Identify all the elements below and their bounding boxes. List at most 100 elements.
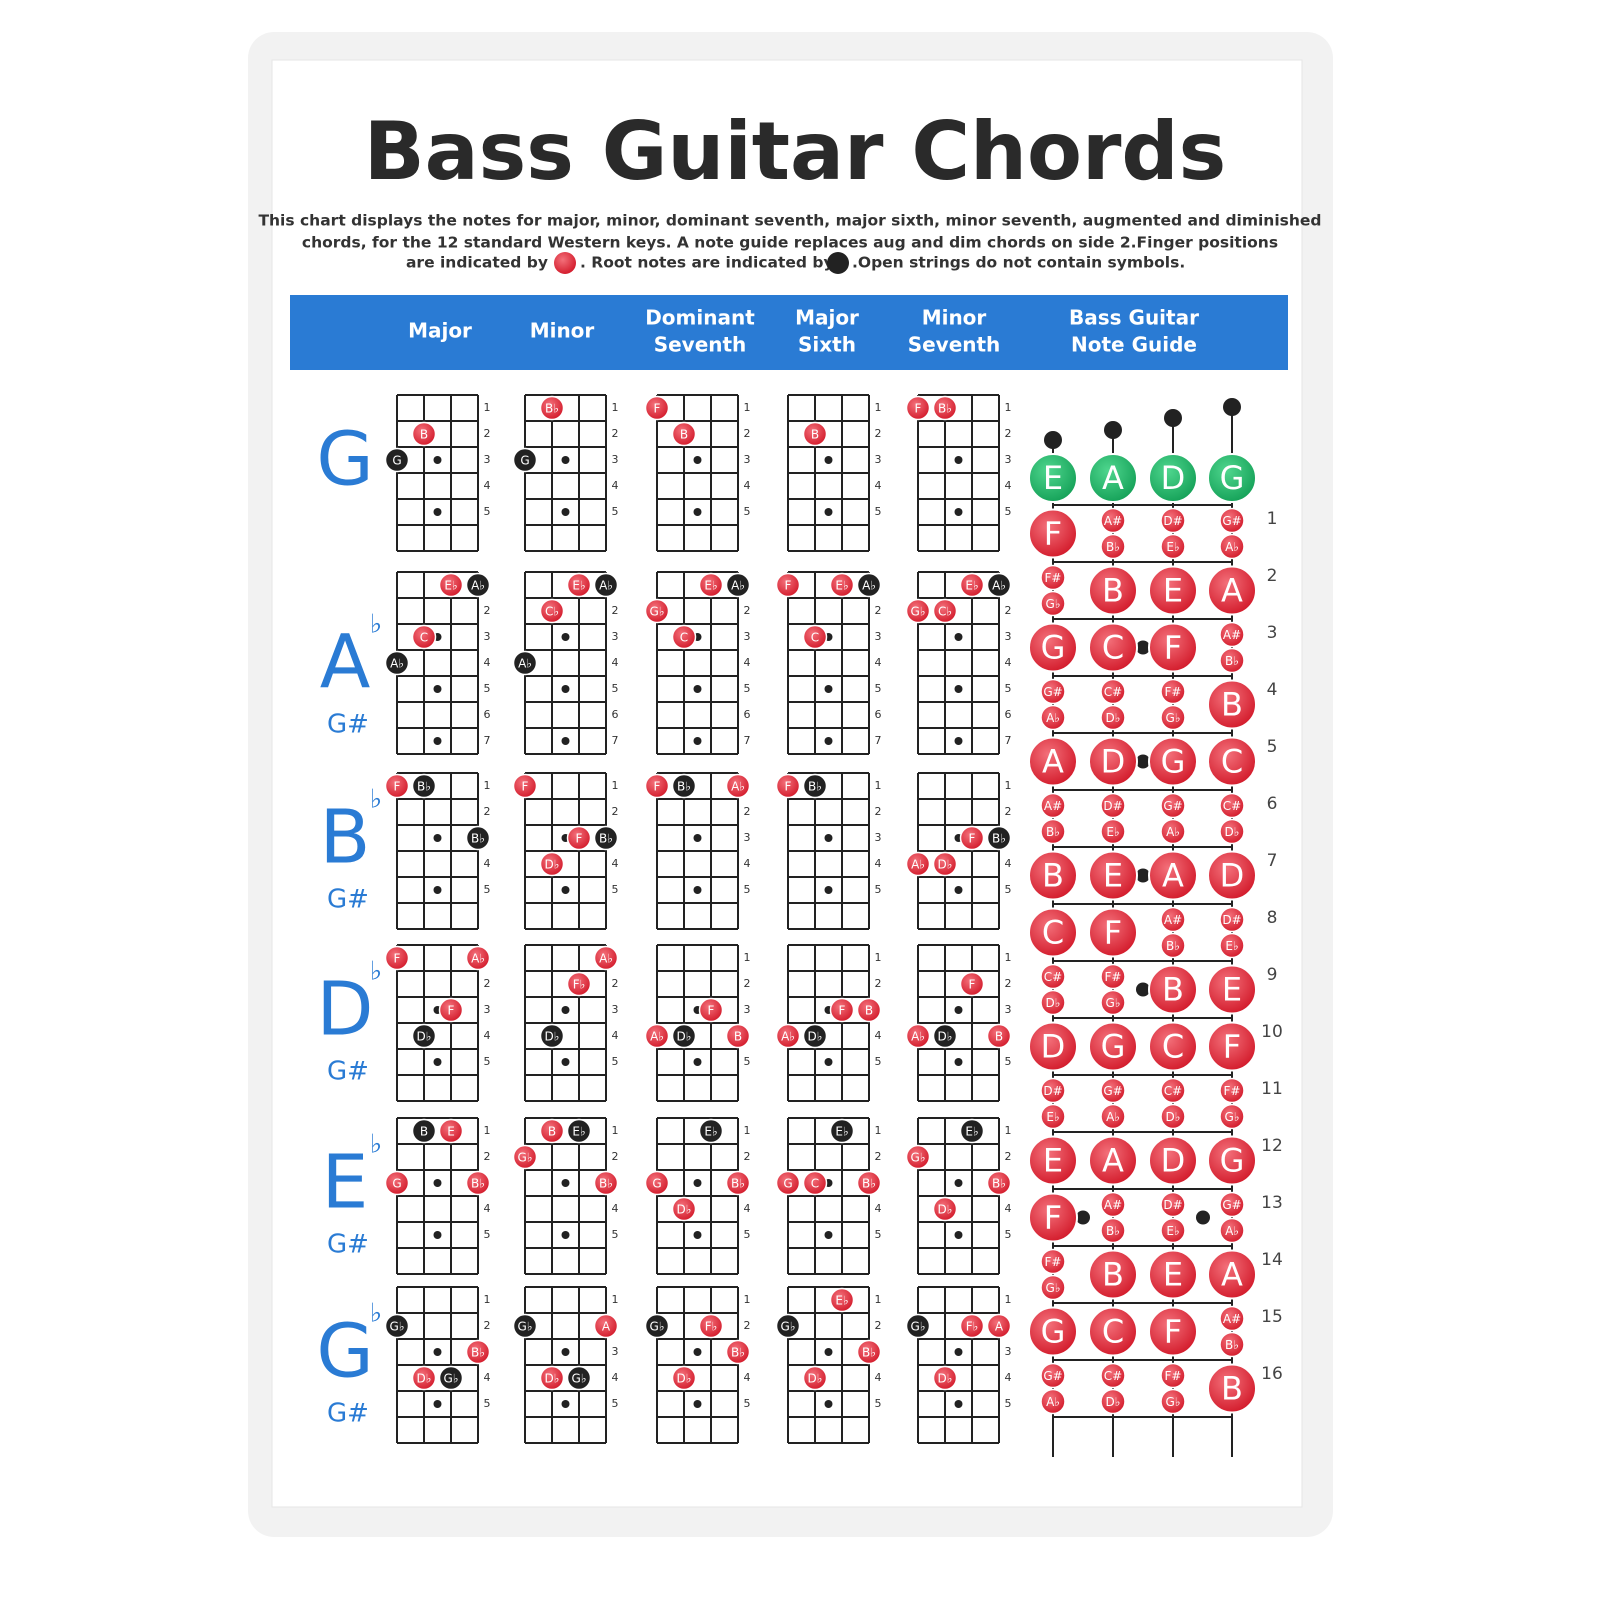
note-label: D <box>1041 1028 1066 1066</box>
fret-number: 2 <box>612 427 619 440</box>
chord-diagram: 12345G♭B♭D♭G♭ <box>384 1286 491 1444</box>
note-label: F <box>654 402 661 416</box>
note-label: G# <box>1222 1198 1241 1212</box>
finger-note <box>671 421 697 447</box>
note-small <box>1040 1248 1066 1275</box>
note-small <box>1040 704 1066 731</box>
fret-number: 5 <box>875 883 882 896</box>
root-note <box>512 447 538 473</box>
note-label: A♭ <box>1106 1110 1120 1124</box>
chord-diagram: 12345E♭G♭B♭D♭ <box>775 1286 882 1444</box>
fret-number: 4 <box>612 479 619 492</box>
note-big <box>1088 565 1138 616</box>
fret-number: 13 <box>1261 1193 1283 1213</box>
note-label: D♭ <box>808 1372 823 1386</box>
note-big <box>1207 1135 1257 1186</box>
fret-number: 4 <box>875 1371 882 1384</box>
position-marker <box>1076 1210 1090 1225</box>
note-label: F <box>785 579 792 593</box>
root-note <box>959 1118 985 1144</box>
note-label: D♭ <box>545 1372 560 1386</box>
note-label: A# <box>1223 1312 1241 1326</box>
note-label: G♭ <box>572 1372 587 1386</box>
note-label: G♭ <box>1225 1110 1240 1124</box>
chord-diagram: 12345FA♭D♭B <box>644 944 751 1102</box>
position-marker <box>561 1348 570 1356</box>
note-label: B♭ <box>471 1177 485 1191</box>
root-note <box>829 1118 855 1144</box>
note-label: G# <box>1043 685 1062 699</box>
note-small <box>1219 507 1245 534</box>
position-marker <box>1136 868 1150 883</box>
fret-number: 5 <box>875 1055 882 1068</box>
note-label: D♭ <box>677 1030 692 1044</box>
root-note <box>566 1365 592 1391</box>
fret-number: 2 <box>1005 604 1012 617</box>
fret-number: 1 <box>612 779 619 792</box>
finger-note <box>411 1365 437 1391</box>
fret-number: 12 <box>1261 1136 1283 1156</box>
note-small <box>1160 507 1186 534</box>
note-label: B <box>1102 1256 1124 1294</box>
fret-number: 1 <box>875 1293 882 1306</box>
fret-number: 2 <box>612 604 619 617</box>
note-small <box>1160 678 1186 705</box>
finger-note <box>593 945 619 971</box>
note-label: E♭ <box>444 579 457 593</box>
fret-number: 5 <box>612 505 619 518</box>
finger-note <box>932 1196 958 1222</box>
note-label: A♭ <box>390 657 404 671</box>
key-letter: B <box>320 795 371 881</box>
note-small <box>1040 590 1066 617</box>
fret-number: 5 <box>484 1055 491 1068</box>
key-flat: ♭ <box>370 1130 382 1160</box>
finger-note <box>905 598 931 624</box>
fret-number: 1 <box>875 401 882 414</box>
position-marker <box>954 886 963 894</box>
root-note <box>671 1023 697 1049</box>
position-marker <box>693 685 702 693</box>
fret-number: 3 <box>875 453 882 466</box>
note-label: B <box>734 1030 742 1044</box>
note-label: A♭ <box>1225 1224 1239 1238</box>
note-label: B <box>811 428 819 442</box>
position-marker <box>954 1058 963 1066</box>
fret-number: 2 <box>1005 427 1012 440</box>
tuning-peg <box>1223 398 1241 416</box>
note-big <box>1088 622 1138 673</box>
fret-number: 5 <box>1005 505 1012 518</box>
finger-note <box>802 1365 828 1391</box>
note-label: C <box>680 631 688 645</box>
note-big <box>1207 1021 1257 1072</box>
fret-number: 4 <box>875 479 882 492</box>
note-label: B♭ <box>862 1177 876 1191</box>
key-flat: ♭ <box>370 957 382 987</box>
root-note <box>566 1118 592 1144</box>
fret-number: 1 <box>1005 1293 1012 1306</box>
note-small <box>1100 533 1126 560</box>
note-label: A <box>1102 1142 1124 1180</box>
chord-diagram: 1 2 3 4 5 F B <box>644 394 751 552</box>
fret-number: 5 <box>484 1397 491 1410</box>
chord-diagram: 12345G♭F♭AD♭ <box>905 1286 1012 1444</box>
key-letter: G <box>316 417 373 503</box>
key-letter: E <box>322 1140 369 1226</box>
fret-number: 1 <box>484 401 491 414</box>
position-marker <box>561 737 570 745</box>
finger-note <box>465 1170 491 1196</box>
fret-number: 3 <box>1005 1003 1012 1016</box>
note-label: F <box>448 1004 455 1018</box>
position-marker <box>693 737 702 745</box>
fret-number: 5 <box>875 505 882 518</box>
fret-number: 4 <box>612 1202 619 1215</box>
note-small <box>1100 792 1126 819</box>
note-label: B♭ <box>545 402 559 416</box>
fret-number: 3 <box>1005 1345 1012 1358</box>
note-label: A♭ <box>911 858 925 872</box>
finger-note <box>986 1170 1012 1196</box>
note-guide: E A D G12345678910111213141516FF#G♭GG#A♭AA#… <box>1028 398 1283 1457</box>
position-marker <box>561 633 570 641</box>
position-marker <box>433 886 442 894</box>
open-string-label: E <box>1043 459 1063 497</box>
